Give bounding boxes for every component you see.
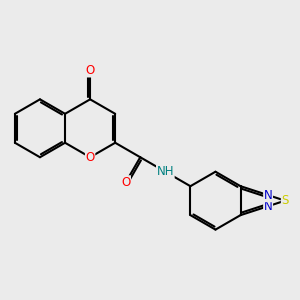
Text: O: O — [85, 151, 95, 164]
Text: N: N — [264, 200, 272, 213]
Text: O: O — [85, 64, 95, 77]
Text: N: N — [264, 189, 272, 202]
Text: NH: NH — [157, 165, 174, 178]
Text: S: S — [281, 194, 289, 207]
Text: O: O — [121, 176, 130, 189]
